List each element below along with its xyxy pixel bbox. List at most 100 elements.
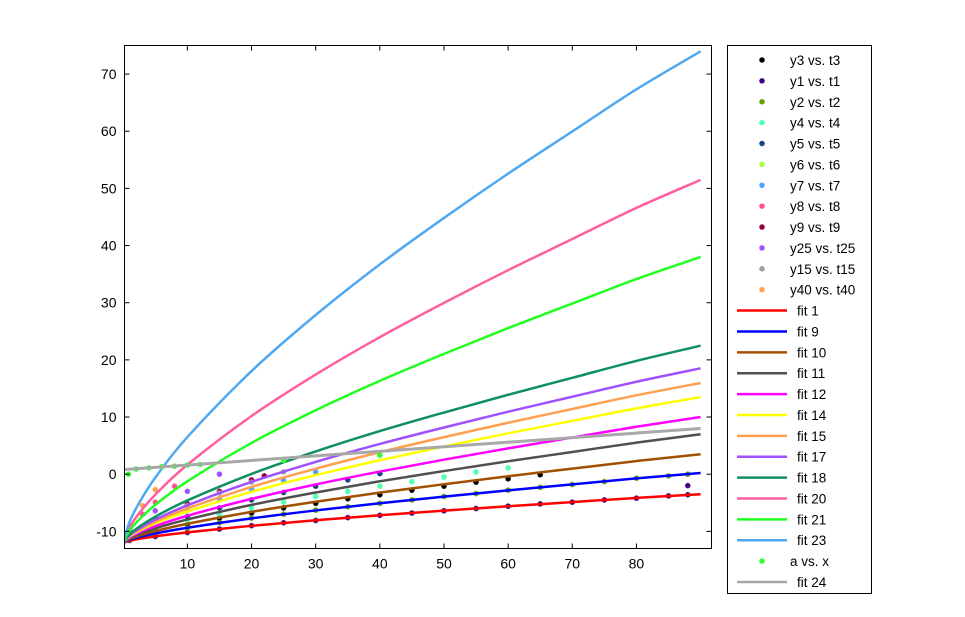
legend-entry-fit-14: fit 14	[737, 408, 827, 423]
x-tick-label: 70	[564, 556, 580, 572]
legend-entry-fit-12: fit 12	[737, 387, 826, 402]
legend-entry-y1-vs-t1: y1 vs. t1	[759, 74, 840, 89]
legend-entry-fit-10: fit 10	[737, 345, 826, 360]
legend-label: y25 vs. t25	[790, 241, 855, 256]
legend-entry-y2-vs-t2: y2 vs. t2	[759, 95, 840, 110]
legend-label: fit 10	[797, 345, 826, 360]
legend-entry-fit-18: fit 18	[737, 471, 826, 486]
legend-label: fit 18	[797, 471, 826, 486]
legend-marker	[759, 203, 765, 209]
x-tick-label: 20	[244, 556, 260, 572]
x-tick-label: 80	[629, 556, 645, 572]
legend-marker	[759, 266, 765, 272]
legend-marker	[759, 98, 765, 105]
legend-label: y7 vs. t7	[790, 178, 840, 193]
legend-label: fit 12	[797, 387, 826, 402]
legend-marker	[759, 119, 765, 126]
y-tick-label: 60	[101, 123, 117, 139]
legend-label: y15 vs. t15	[790, 262, 855, 277]
point-y25-vs-t25	[152, 507, 159, 514]
line-fit-11	[124, 432, 701, 544]
legend-entry-y25-vs-t25: y25 vs. t25	[759, 241, 855, 256]
point-y4-vs-t4	[312, 493, 319, 500]
legend-entry-fit-17: fit 17	[737, 450, 826, 465]
line-fit-23	[124, 50, 702, 543]
legend-marker	[759, 161, 765, 168]
plot-area	[124, 50, 702, 544]
line-fit-1	[124, 492, 701, 544]
point-y4-vs-t4	[409, 478, 415, 485]
point-y4-vs-t4	[280, 499, 287, 506]
legend-entry-y40-vs-t40: y40 vs. t40	[759, 283, 855, 298]
point-y25-vs-t25	[184, 488, 191, 495]
legend-entry-y8-vs-t8: y8 vs. t8	[759, 199, 840, 214]
y-tick-label: 40	[101, 238, 117, 254]
legend-entry-a-vs-x: a vs. x	[759, 554, 829, 569]
legend-label: y4 vs. t4	[790, 116, 841, 131]
legend-label: fit 11	[797, 366, 825, 381]
legend-label: fit 15	[797, 429, 826, 444]
legend-entry-y5-vs-t5: y5 vs. t5	[759, 137, 840, 152]
axes-box	[124, 45, 712, 549]
point-y4-vs-t4	[344, 488, 351, 495]
legend-label: fit 21	[797, 512, 826, 527]
point-y1-vs-t1	[684, 482, 691, 489]
legend-entry-y9-vs-t9: y9 vs. t9	[759, 220, 840, 235]
legend-box	[727, 45, 872, 594]
x-tick-label: 50	[436, 556, 452, 572]
legend-label: y40 vs. t40	[790, 283, 855, 298]
legend-label: fit 1	[797, 304, 819, 319]
legend-entry-y3-vs-t3: y3 vs. t3	[759, 53, 840, 68]
y-tick-label: 30	[101, 295, 117, 311]
legend-entry-y6-vs-t6: y6 vs. t6	[759, 157, 840, 172]
legend-label: fit 24	[797, 575, 827, 590]
legend-entry-fit-9: fit 9	[737, 324, 819, 339]
point-y8-vs-t8	[171, 483, 178, 489]
legend-label: a vs. x	[790, 554, 829, 569]
line-fit-24	[124, 426, 701, 472]
legend-marker	[759, 140, 765, 147]
axis-ticks: 10 20 30 40 50 60 70 80 -10 0 10 20 30 40 50 60 70	[96, 45, 712, 572]
line-fit-18	[124, 344, 701, 544]
point-y4-vs-t4	[441, 474, 447, 480]
y-tick-label: 10	[101, 409, 117, 425]
legend-marker	[759, 558, 765, 564]
legend-label: y5 vs. t5	[790, 137, 840, 152]
legend-label: y8 vs. t8	[790, 199, 840, 214]
legend-entry-fit-20: fit 20	[737, 491, 826, 506]
legend-label: y9 vs. t9	[790, 220, 840, 235]
line-fit-20	[124, 178, 702, 543]
x-tick-label: 30	[308, 556, 324, 572]
x-tick-label: 60	[500, 556, 516, 572]
legend-entry-fit-15: fit 15	[737, 429, 826, 444]
legend-label: y3 vs. t3	[790, 53, 840, 68]
legend-entry-fit-24: fit 24	[737, 575, 827, 590]
point-a-vs-x	[377, 452, 383, 459]
legend-entry-fit-23: fit 23	[737, 533, 826, 548]
point-y4-vs-t4	[248, 505, 255, 511]
point-y25-vs-t25	[216, 471, 223, 477]
line-fit-9	[124, 471, 701, 544]
legend-marker	[759, 224, 765, 230]
legend: y3 vs. t3 y1 vs. t1 y2 vs. t2 y4 vs. t4 y5 v…	[727, 45, 872, 594]
legend-entry-fit-1: fit 1	[737, 304, 819, 319]
legend-label: y6 vs. t6	[790, 157, 840, 172]
legend-label: fit 20	[797, 491, 826, 506]
legend-entry-y15-vs-t15: y15 vs. t15	[759, 262, 855, 277]
point-y4-vs-t4	[505, 465, 511, 471]
legend-label: fit 23	[797, 533, 826, 548]
legend-marker	[759, 78, 765, 84]
line-fit-21	[124, 255, 702, 544]
y-tick-label: 0	[109, 466, 117, 482]
y-tick-label: 70	[101, 66, 117, 82]
legend-entry-y4-vs-t4: y4 vs. t4	[759, 116, 841, 131]
legend-label: fit 17	[797, 450, 826, 465]
x-tick-label: 40	[372, 556, 388, 572]
y-tick-label: -10	[96, 523, 116, 539]
legend-entry-fit-11: fit 11	[737, 366, 825, 381]
legend-entry-y7-vs-t7: y7 vs. t7	[759, 178, 840, 193]
line-fit-17	[124, 367, 701, 544]
line-fit-10	[124, 453, 701, 544]
y-tick-label: 50	[101, 180, 117, 196]
